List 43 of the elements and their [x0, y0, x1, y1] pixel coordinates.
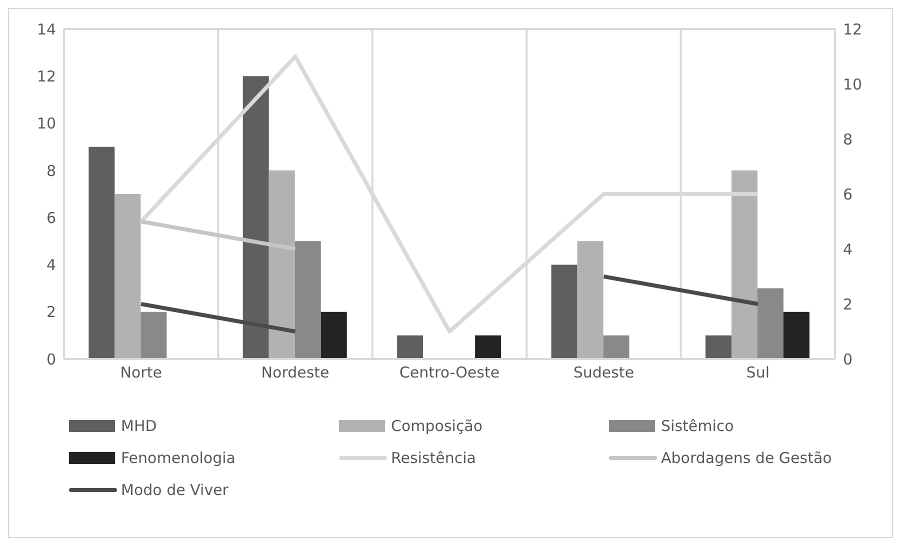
- bar: [114, 194, 141, 359]
- bar: [320, 312, 347, 359]
- x-tick-label: Centro-Oeste: [399, 364, 500, 382]
- bar: [268, 170, 295, 359]
- x-tick-label: Sul: [746, 364, 770, 382]
- x-tick-label: Sudeste: [573, 364, 634, 382]
- bar: [475, 335, 502, 359]
- bar: [294, 241, 321, 359]
- bar: [783, 312, 810, 359]
- bar: [88, 146, 115, 359]
- bar: [397, 335, 424, 359]
- legend-label: Abordagens de Gestão: [661, 449, 832, 467]
- bar: [731, 170, 758, 359]
- y-tick-label: 8: [46, 162, 56, 180]
- legend-label: MHD: [121, 417, 157, 435]
- y-tick-label: 10: [36, 114, 56, 133]
- legend-label: Composição: [391, 417, 483, 435]
- y-tick-label: 2: [46, 303, 56, 322]
- legend-label: Resistência: [391, 449, 476, 467]
- x-tick-label: Norte: [120, 364, 162, 382]
- bar: [140, 312, 167, 359]
- y-tick-label: 0: [46, 350, 56, 368]
- y2-tick-label: 12: [843, 20, 862, 38]
- y-tick-label: 4: [46, 256, 56, 274]
- bar: [242, 76, 269, 359]
- legend-label: Modo de Viver: [121, 481, 228, 499]
- bar: [603, 335, 630, 359]
- y2-tick-label: 10: [843, 75, 862, 94]
- y2-tick-label: 4: [843, 240, 853, 258]
- y-tick-label: 6: [46, 208, 56, 227]
- bar: [551, 264, 578, 359]
- legend-label: Sistêmico: [661, 417, 734, 435]
- y2-tick-label: 6: [843, 185, 853, 204]
- y-tick-label: 12: [36, 67, 56, 86]
- y2-tick-label: 8: [843, 130, 853, 148]
- y-tick-label: 14: [36, 20, 56, 38]
- y2-tick-label: 2: [843, 295, 853, 314]
- y2-tick-label: 0: [843, 350, 853, 368]
- legend-label: Fenomenologia: [121, 449, 236, 467]
- bar: [577, 241, 604, 359]
- bar: [757, 288, 784, 359]
- x-tick-label: Nordeste: [261, 364, 330, 382]
- bar: [705, 335, 732, 359]
